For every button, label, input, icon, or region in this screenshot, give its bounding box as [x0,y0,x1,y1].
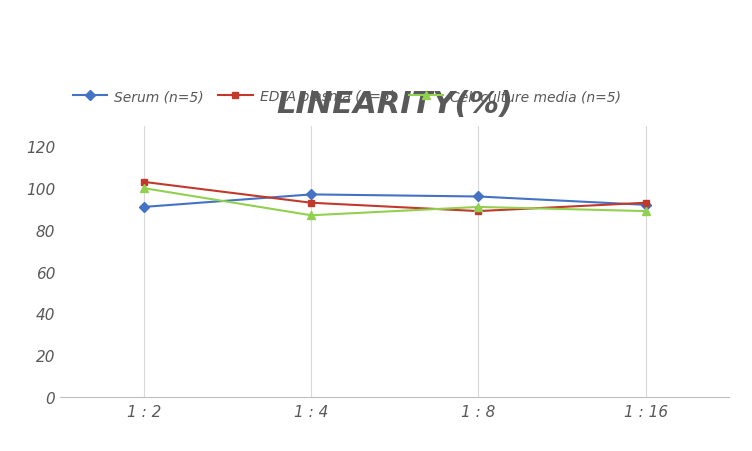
Legend: Serum (n=5), EDTA plasma (n=5), Cell culture media (n=5): Serum (n=5), EDTA plasma (n=5), Cell cul… [67,84,627,110]
Serum (n=5) [474,194,483,200]
Serum (n=5) [641,202,650,208]
EDTA plasma (n=5) [474,209,483,214]
Cell culture media (n=5) [474,205,483,210]
Serum (n=5) [307,192,316,198]
Title: LINEARITY(%): LINEARITY(%) [276,89,514,119]
Cell culture media (n=5) [139,186,148,191]
Cell culture media (n=5) [641,209,650,214]
Cell culture media (n=5) [307,213,316,218]
EDTA plasma (n=5) [307,201,316,206]
EDTA plasma (n=5) [139,180,148,185]
Line: EDTA plasma (n=5): EDTA plasma (n=5) [141,179,649,215]
Line: Cell culture media (n=5): Cell culture media (n=5) [140,184,650,220]
EDTA plasma (n=5) [641,201,650,206]
Serum (n=5) [139,205,148,210]
Line: Serum (n=5): Serum (n=5) [141,192,649,211]
